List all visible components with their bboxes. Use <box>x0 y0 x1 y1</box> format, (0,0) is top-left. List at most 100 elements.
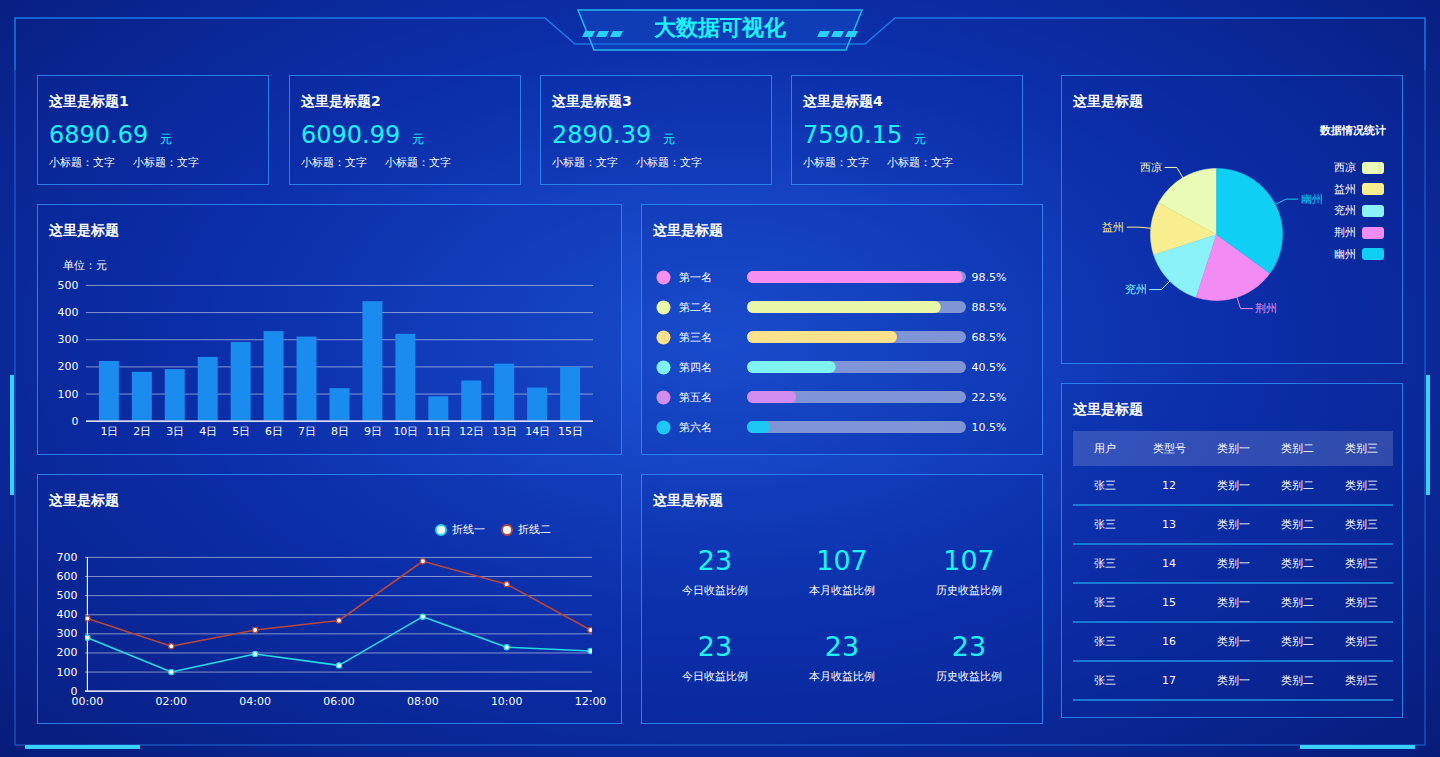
html-text:历史收益比例: 历史收益比例 <box>936 584 1002 597</box>
html-text:荆州: 荆州 <box>1334 226 1356 240</box>
svg-text:68.5%: 68.5% <box>972 331 1007 344</box>
html-text:7590.15: 7590.15 <box>803 121 903 149</box>
svg-text:7日: 7日 <box>298 425 316 438</box>
html-text:小标题：文字: 小标题：文字 <box>385 156 451 169</box>
svg-text:10日: 10日 <box>393 425 418 438</box>
html-text:6890.69: 6890.69 <box>49 121 149 149</box>
html-text:这里是标题: 这里是标题 <box>49 222 119 238</box>
svg-text:5日: 5日 <box>232 425 250 438</box>
svg-text:荆州: 荆州 <box>1255 302 1277 315</box>
html-text:元: 元 <box>160 132 173 146</box>
svg-text:第二名: 第二名 <box>679 301 712 314</box>
svg-text:1日: 1日 <box>100 425 118 438</box>
html-text:23: 23 <box>697 631 733 662</box>
html-text:这里是标题: 这里是标题 <box>49 492 119 508</box>
svg-text:100: 100 <box>58 388 79 401</box>
svg-text:12:00: 12:00 <box>575 695 607 708</box>
svg-text:500: 500 <box>57 589 78 602</box>
svg-text:9日: 9日 <box>364 425 382 438</box>
html-text:元: 元 <box>412 132 425 146</box>
svg-text:2日: 2日 <box>133 425 151 438</box>
html-text:小标题：文字: 小标题：文字 <box>133 156 199 169</box>
html-text:小标题：文字: 小标题：文字 <box>49 156 115 169</box>
svg-text:300: 300 <box>58 333 79 346</box>
svg-text:11日: 11日 <box>426 425 451 438</box>
svg-text:10.5%: 10.5% <box>972 421 1007 434</box>
html-text:23: 23 <box>951 631 987 662</box>
svg-text:10:00: 10:00 <box>491 695 523 708</box>
html-text:这里是标题1: 这里是标题1 <box>49 93 129 109</box>
html-text:这里是标题3: 这里是标题3 <box>552 93 632 109</box>
svg-text:06:00: 06:00 <box>323 695 355 708</box>
html-text:元: 元 <box>663 132 676 146</box>
svg-text:200: 200 <box>58 360 79 373</box>
svg-text:00:00: 00:00 <box>72 695 104 708</box>
svg-text:88.5%: 88.5% <box>972 301 1007 314</box>
svg-text:15日: 15日 <box>558 425 583 438</box>
svg-text:西凉: 西凉 <box>1140 161 1162 174</box>
svg-text:98.5%: 98.5% <box>972 271 1007 284</box>
html-text:这里是标题: 这里是标题 <box>653 492 723 508</box>
html-text:单位：元: 单位：元 <box>63 259 107 272</box>
html-text:小标题：文字: 小标题：文字 <box>803 156 869 169</box>
html-text:小标题：文字: 小标题：文字 <box>636 156 702 169</box>
svg-text:6日: 6日 <box>265 425 283 438</box>
svg-text:第一名: 第一名 <box>679 271 712 284</box>
html-text:107: 107 <box>943 545 995 576</box>
svg-text:400: 400 <box>57 608 78 621</box>
html-text:折线一: 折线一 <box>452 523 485 536</box>
html-text:23: 23 <box>824 631 860 662</box>
html-text:6090.99: 6090.99 <box>301 121 401 149</box>
html-text:这里是标题4: 这里是标题4 <box>803 93 883 109</box>
html-text:幽州: 幽州 <box>1334 247 1356 261</box>
svg-text:400: 400 <box>58 306 79 319</box>
html-text:张三: 张三 <box>1094 478 1116 492</box>
html-text:折线二: 折线二 <box>518 523 551 536</box>
html-text:兖州: 兖州 <box>1334 204 1356 218</box>
svg-text:0: 0 <box>71 415 78 428</box>
svg-text:100: 100 <box>57 666 78 679</box>
svg-text:3日: 3日 <box>166 425 184 438</box>
html-text:小标题：文字: 小标题：文字 <box>301 156 367 169</box>
html-text:2890.39: 2890.39 <box>552 121 652 149</box>
svg-text:02:00: 02:00 <box>155 695 187 708</box>
svg-text:08:00: 08:00 <box>407 695 439 708</box>
svg-text:第五名: 第五名 <box>679 391 712 404</box>
svg-text:12日: 12日 <box>459 425 484 438</box>
svg-text:04:00: 04:00 <box>239 695 271 708</box>
svg-text:600: 600 <box>57 570 78 583</box>
svg-text:300: 300 <box>57 627 78 640</box>
html-text:类别一: 类别一 <box>1216 478 1250 492</box>
svg-text:13日: 13日 <box>492 425 517 438</box>
svg-text:14日: 14日 <box>525 425 550 438</box>
svg-text:8日: 8日 <box>331 425 349 438</box>
svg-text:500: 500 <box>58 279 79 292</box>
html-text:这里是标题: 这里是标题 <box>1073 93 1143 109</box>
svg-text:700: 700 <box>57 551 78 564</box>
html-text:小标题：文字: 小标题：文字 <box>887 156 953 169</box>
html-text:这里是标题: 这里是标题 <box>1073 401 1143 417</box>
html-text:类别二: 类别二 <box>1280 478 1314 492</box>
html-text:益州: 益州 <box>1334 182 1356 196</box>
html-text:本月收益比例: 本月收益比例 <box>809 584 875 597</box>
html-text:这里是标题: 这里是标题 <box>653 222 723 238</box>
html-text:107: 107 <box>816 545 868 576</box>
html-text:小标题：文字: 小标题：文字 <box>552 156 618 169</box>
html-text:今日收益比例: 今日收益比例 <box>682 584 748 597</box>
svg-text:22.5%: 22.5% <box>972 391 1007 404</box>
html-text:23: 23 <box>697 545 733 576</box>
html-text:这里是标题2: 这里是标题2 <box>301 93 381 109</box>
svg-text:40.5%: 40.5% <box>972 361 1007 374</box>
svg-text:幽州: 幽州 <box>1301 193 1323 206</box>
svg-text:益州: 益州 <box>1102 221 1124 234</box>
svg-text:第六名: 第六名 <box>679 421 712 434</box>
svg-text:第四名: 第四名 <box>679 361 712 374</box>
svg-text:兖州: 兖州 <box>1125 283 1147 296</box>
html-text:12: 12 <box>1162 478 1176 492</box>
svg-text:4日: 4日 <box>199 425 217 438</box>
html-text:大数据可视化: 大数据可视化 <box>654 15 786 40</box>
html-text:类别三: 类别三 <box>1344 478 1378 492</box>
svg-text:200: 200 <box>57 646 78 659</box>
html-text:元: 元 <box>914 132 927 146</box>
svg-text:第三名: 第三名 <box>679 331 712 344</box>
